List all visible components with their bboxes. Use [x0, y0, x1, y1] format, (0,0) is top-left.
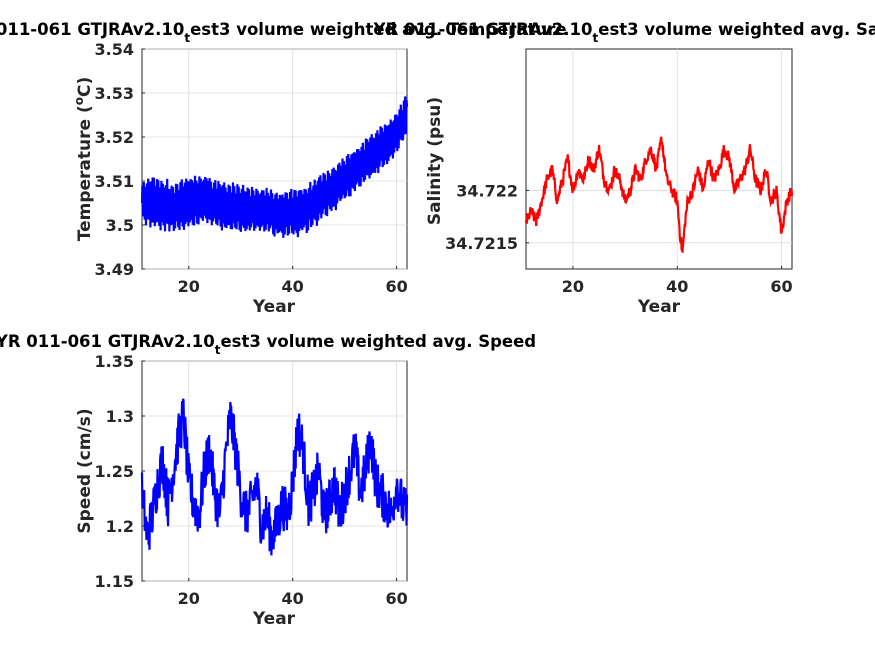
salinity-xlabel: Year — [637, 297, 681, 317]
speed-series-line — [140, 398, 409, 556]
speed-y-tick-label: 1.35 — [95, 352, 134, 371]
speed-x-tick-label: 40 — [282, 589, 304, 608]
speed-panel: YR 011-061 GTJRAv2.10test3 volume weight… — [0, 332, 536, 629]
temperature-y-tick-label: 3.54 — [95, 40, 134, 59]
salinity-ylabel: Salinity (psu) — [425, 97, 445, 225]
salinity-x-tick-label: 20 — [562, 277, 584, 296]
temperature-x-tick-label: 20 — [178, 277, 200, 296]
salinity-y-tick-label: 34.7215 — [445, 234, 518, 253]
salinity-series-line — [524, 136, 794, 253]
speed-ylabel: Speed (cm/s) — [75, 408, 95, 533]
temperature-y-tick-label: 3.49 — [95, 260, 134, 279]
speed-xlabel: Year — [252, 609, 296, 629]
temperature-series-line — [140, 96, 409, 238]
temperature-ticks: 20 40 60 3.49 3.5 3.51 3.52 3.53 3.54 — [95, 40, 408, 296]
temperature-y-tick-label: 3.53 — [95, 84, 134, 103]
speed-y-tick-label: 1.15 — [95, 572, 134, 591]
temperature-y-tick-label: 3.5 — [106, 216, 134, 235]
speed-title: YR 011-061 GTJRAv2.10test3 volume weight… — [0, 332, 536, 357]
speed-ticks: 20 40 60 1.15 1.2 1.25 1.3 1.35 — [95, 352, 408, 608]
temperature-xlabel: Year — [252, 297, 296, 317]
temperature-y-tick-label: 3.52 — [95, 128, 134, 147]
salinity-panel: YR 011-061 GTJRAv2.10test3 volume weight… — [373, 20, 875, 317]
speed-y-tick-label: 1.25 — [95, 462, 134, 481]
salinity-x-tick-label: 40 — [666, 277, 688, 296]
temperature-x-tick-label: 40 — [282, 277, 304, 296]
salinity-y-tick-label: 34.722 — [456, 181, 518, 200]
speed-y-tick-label: 1.3 — [106, 407, 134, 426]
salinity-ticks: 20 40 60 34.7215 34.722 — [445, 181, 793, 296]
salinity-title: YR 011-061 GTJRAv2.10test3 volume weight… — [373, 20, 875, 45]
temperature-ylabel: Temperature (oC) — [72, 77, 95, 241]
temperature-panel: YR 011-061 GTJRAv2.10test3 volume weight… — [0, 20, 567, 317]
temperature-x-tick-label: 60 — [385, 277, 407, 296]
speed-x-tick-label: 60 — [385, 589, 407, 608]
speed-x-tick-label: 20 — [178, 589, 200, 608]
temperature-title: YR 011-061 GTJRAv2.10test3 volume weight… — [0, 20, 567, 45]
speed-y-tick-label: 1.2 — [106, 517, 134, 536]
temperature-y-tick-label: 3.51 — [95, 172, 134, 191]
salinity-x-tick-label: 60 — [770, 277, 792, 296]
